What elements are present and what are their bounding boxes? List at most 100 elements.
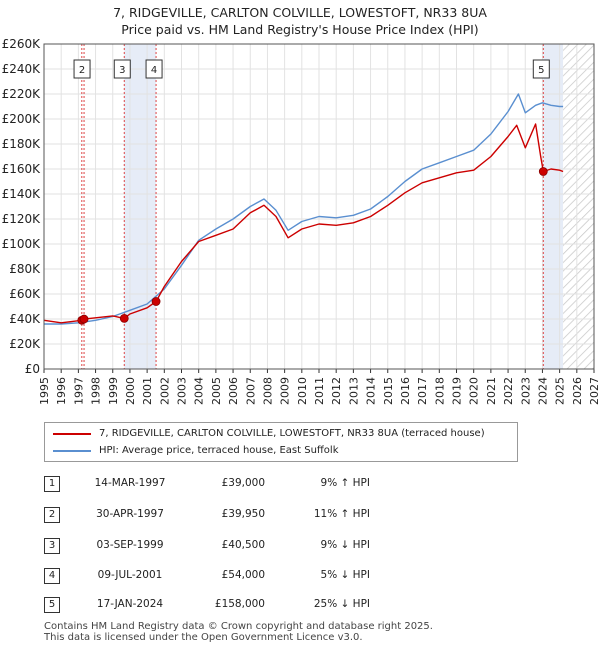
forecast-hatch	[563, 44, 594, 369]
y-tick-label: £140K	[2, 187, 42, 201]
sale-hpi-diff: 9% ↑ HPI	[320, 477, 370, 489]
y-tick-label: £20K	[9, 337, 41, 351]
sale-row: 1 14-MAR-1997 £39,000 9% ↑ HPI	[0, 476, 600, 492]
x-tick-label: 2011	[313, 377, 326, 405]
shaded-period	[124, 44, 157, 369]
x-tick-label: 2018	[433, 377, 446, 405]
y-tick-label: £40K	[9, 312, 41, 326]
x-tick-label: 2015	[382, 377, 395, 405]
y-tick-label: £80K	[9, 262, 41, 276]
sale-number: 3	[44, 538, 60, 554]
sale-badge-number: 2	[79, 65, 85, 76]
x-tick-label: 1997	[72, 377, 85, 405]
sale-badge-box	[73, 59, 91, 79]
legend-swatch-property	[53, 433, 91, 435]
sale-hpi-diff: 5% ↓ HPI	[320, 569, 370, 581]
sale-date: 14-MAR-1997	[94, 477, 166, 489]
x-tick-label: 2000	[124, 377, 137, 405]
y-tick-label: £0	[25, 362, 40, 376]
x-tick-label: 2006	[227, 377, 240, 405]
sale-date: 09-JUL-2001	[97, 569, 163, 581]
x-tick-label: 2016	[399, 377, 412, 405]
x-tick-label: 2026	[571, 377, 584, 405]
sale-price: £39,950	[221, 508, 265, 520]
price-chart: 2 3 4 5 1995 1996 1997 1998 1999 2000 2001 2002 200…	[2, 37, 600, 405]
sale-date: 17-JAN-2024	[96, 598, 164, 610]
x-tick-label: 2007	[244, 377, 257, 405]
legend-label-hpi: HPI: Average price, terraced house, East…	[99, 445, 339, 456]
chart-title: 7, RIDGEVILLE, CARLTON COLVILLE, LOWESTO…	[0, 4, 600, 38]
x-tick-label: 2001	[141, 377, 154, 405]
x-tick-label: 2027	[588, 377, 600, 405]
sale-price: £40,500	[221, 539, 265, 551]
sale-point	[79, 314, 89, 324]
sale-point	[151, 297, 161, 306]
sale-badge-marker: 5	[532, 59, 550, 79]
sale-row: 4 09-JUL-2001 £54,000 5% ↓ HPI	[0, 568, 600, 584]
x-tick-label: 2003	[176, 377, 189, 405]
x-tick-label: 2009	[279, 377, 292, 405]
sale-date: 03-SEP-1999	[96, 539, 164, 551]
sale-badge-number: 5	[538, 65, 544, 76]
footer: Contains HM Land Registry data © Crown c…	[44, 621, 433, 643]
x-tick-label: 2022	[502, 377, 515, 405]
x-tick-label: 2024	[536, 377, 549, 405]
sales-table: 1 14-MAR-1997 £39,000 9% ↑ HPI 2 30-APR-…	[0, 470, 600, 620]
x-tick-label: 2021	[485, 377, 498, 405]
sale-badge-marker: 4	[145, 59, 163, 79]
footer-line-1: Contains HM Land Registry data © Crown c…	[44, 621, 433, 632]
sale-hpi-diff: 11% ↑ HPI	[313, 508, 370, 520]
sale-point	[538, 167, 548, 176]
sale-row: 3 03-SEP-1999 £40,500 9% ↓ HPI	[0, 538, 600, 554]
x-tick-label: 1996	[55, 377, 68, 405]
sale-number: 4	[44, 568, 60, 584]
plot-frame	[43, 43, 595, 370]
x-tick-label: 2012	[330, 377, 343, 405]
sale-badge-marker: 2	[73, 59, 91, 79]
x-tick-label: 2010	[296, 377, 309, 405]
sale-point	[119, 313, 129, 323]
x-tick-label: 1999	[107, 377, 120, 405]
sale-price: £54,000	[221, 569, 265, 581]
sale-row: 2 30-APR-1997 £39,950 11% ↑ HPI	[0, 507, 600, 523]
x-tick-label: 2025	[554, 377, 567, 405]
legend-label-property: 7, RIDGEVILLE, CARLTON COLVILLE, LOWESTO…	[99, 428, 485, 439]
sale-number: 1	[44, 476, 60, 492]
sale-badge-box	[532, 59, 550, 79]
x-tick-label: 2020	[468, 377, 481, 405]
sale-number: 2	[44, 507, 60, 523]
x-tick-label: 1998	[90, 377, 103, 405]
y-tick-label: £220K	[2, 87, 42, 101]
x-tick-label: 2002	[158, 377, 171, 405]
sale-number: 5	[44, 597, 60, 613]
shaded-period	[543, 44, 564, 369]
x-tick-label: 2023	[519, 377, 532, 405]
sale-badge-number: 4	[151, 65, 157, 76]
sale-badge-number: 3	[119, 65, 125, 76]
x-tick-label: 2013	[347, 377, 360, 405]
sale-hpi-diff: 25% ↓ HPI	[313, 598, 370, 610]
sale-row: 5 17-JAN-2024 £158,000 25% ↓ HPI	[0, 597, 600, 613]
footer-line-2: This data is licensed under the Open Gov…	[44, 632, 363, 643]
x-tick-label: 2005	[210, 377, 223, 405]
hpi-line	[44, 93, 564, 325]
y-tick-label: £180K	[2, 137, 42, 151]
title-line-1: 7, RIDGEVILLE, CARLTON COLVILLE, LOWESTO…	[113, 5, 487, 20]
legend: 7, RIDGEVILLE, CARLTON COLVILLE, LOWESTO…	[44, 422, 518, 462]
y-tick-label: £260K	[2, 37, 42, 51]
y-tick-label: £100K	[2, 237, 42, 251]
sale-price: £158,000	[214, 598, 265, 610]
y-tick-label: £60K	[9, 287, 41, 301]
y-tick-label: £120K	[2, 212, 42, 226]
x-tick-label: 2019	[451, 377, 464, 405]
legend-swatch-hpi	[53, 450, 91, 452]
sale-price: £39,000	[221, 477, 265, 489]
x-tick-label: 1995	[38, 377, 51, 405]
sale-badge-box	[113, 59, 131, 79]
x-tick-label: 2008	[261, 377, 274, 405]
sale-date: 30-APR-1997	[96, 508, 164, 520]
y-tick-label: £240K	[2, 62, 42, 76]
x-tick-label: 2014	[365, 377, 378, 405]
x-tick-label: 2017	[416, 377, 429, 405]
y-tick-label: £200K	[2, 112, 42, 126]
